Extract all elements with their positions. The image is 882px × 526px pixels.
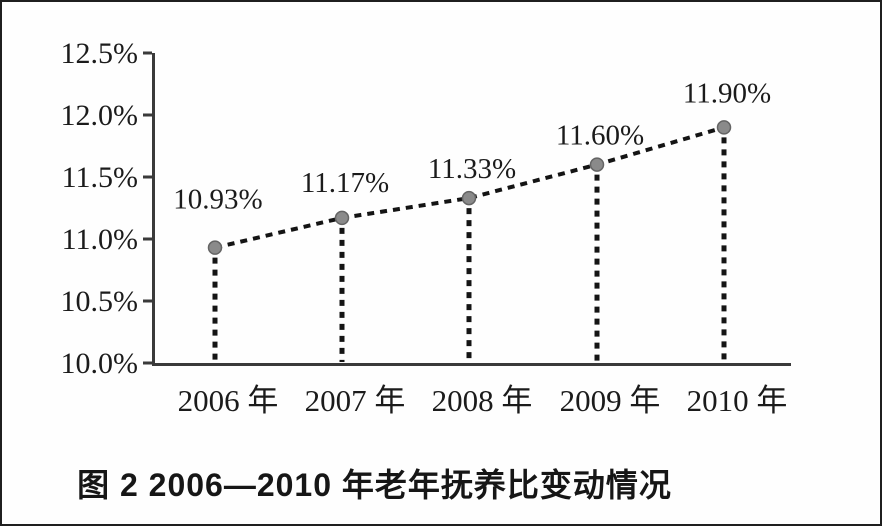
y-tick-label: 11.0%: [62, 223, 138, 256]
point-value-label: 11.33%: [428, 153, 516, 185]
y-tick-label: 12.5%: [61, 37, 139, 70]
point-value-label: 11.17%: [301, 167, 389, 199]
x-tick-label: 2009 年: [560, 383, 661, 418]
data-point: [207, 240, 223, 255]
x-tick-label: 2008 年: [432, 383, 533, 418]
trend-line: [214, 125, 725, 250]
x-tick-label: 2007 年: [305, 383, 406, 418]
data-point: [716, 120, 732, 135]
point-value-label: 11.60%: [556, 120, 644, 152]
point-value-label: 10.93%: [173, 184, 262, 216]
x-tick-label: 2006 年: [178, 383, 279, 418]
data-point: [589, 157, 605, 172]
y-tick-label: 10.5%: [61, 285, 139, 318]
y-tick-label: 12.0%: [61, 99, 139, 132]
point-value-label: 11.90%: [683, 77, 771, 109]
figure-caption: 图 2 2006—2010 年老年抚养比变动情况: [77, 467, 672, 503]
data-point: [334, 210, 350, 226]
y-tick-label: 10.0%: [61, 347, 139, 380]
data-point: [461, 190, 477, 206]
x-tick-label: 2010 年: [687, 383, 788, 418]
y-tick-label: 11.5%: [62, 161, 138, 194]
